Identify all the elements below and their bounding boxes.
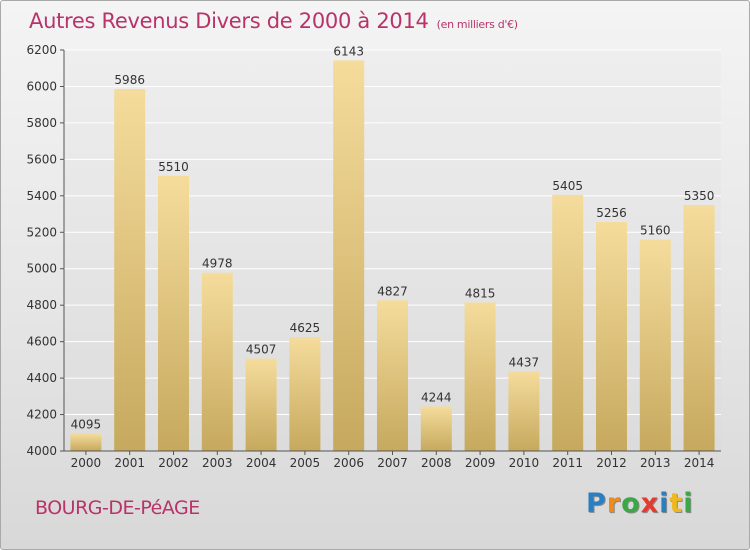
x-tick-label: 2012 [596,456,627,470]
bar [333,60,365,451]
bar-value-label: 4507 [246,343,277,357]
bar [70,433,102,451]
x-tick-label: 2011 [552,456,583,470]
bar [683,204,715,451]
x-tick-label: 2001 [114,456,145,470]
y-tick-label: 6200 [26,43,57,57]
y-tick-label: 4000 [26,444,57,458]
logo-letter: P [586,488,607,519]
logo-letter: i [659,488,670,519]
bar [158,175,189,451]
bar-value-label: 4978 [202,257,233,271]
bar-value-label: 5350 [684,189,715,203]
logo-letter: o [621,488,641,519]
chart-title: Autres Revenus Divers de 2000 à 2014 (en … [29,9,518,33]
y-tick-label: 4200 [26,408,57,422]
y-tick-label: 5200 [26,225,57,239]
x-tick-label: 2003 [202,456,233,470]
logo-letter: x [640,488,660,519]
proxiti-logo: Proxiti [586,488,694,522]
x-tick-label: 2004 [246,456,277,470]
bar-value-label: 5986 [114,73,145,87]
bar-value-label: 5405 [552,179,583,193]
x-tick-label: 2005 [290,456,321,470]
x-tick-label: 2013 [640,456,671,470]
bar [420,406,452,451]
bar [552,194,584,452]
bar-value-label: 5256 [596,206,627,220]
y-tick-label: 5800 [26,116,57,130]
y-tick-label: 5600 [26,152,57,166]
bar [201,272,233,451]
bar [114,89,146,452]
logo-letter: t [669,488,684,519]
logo-letter: i [683,488,694,519]
bar [596,222,627,451]
bar-value-label: 4244 [421,391,452,405]
location-label: BOURG-DE-PéAGE [35,497,200,519]
y-tick-label: 4600 [26,335,57,349]
y-tick-label: 5000 [26,262,57,276]
x-tick-label: 2007 [377,456,408,470]
bar-value-label: 5510 [158,160,189,174]
logo-letter: r [606,488,622,519]
bar-value-label: 4625 [290,321,321,335]
chart-unit-note: (en milliers d'€) [436,18,518,31]
bar [464,302,496,451]
bar-value-label: 4827 [377,284,408,298]
x-tick-label: 2000 [71,456,102,470]
x-tick-label: 2006 [333,456,364,470]
bar-value-label: 4437 [509,355,540,369]
y-tick-label: 6000 [26,79,57,93]
x-tick-label: 2008 [421,456,452,470]
x-tick-label: 2010 [509,456,540,470]
y-tick-label: 5400 [26,189,57,203]
bar-value-label: 4815 [465,286,496,300]
x-tick-label: 2014 [684,456,715,470]
y-tick-label: 4800 [26,298,57,312]
x-tick-label: 2009 [465,456,496,470]
bar [508,371,540,451]
bar-value-label: 4095 [71,418,102,432]
bar-value-label: 5160 [640,224,671,238]
bar [639,239,671,451]
bar [289,337,321,451]
bar [377,300,408,451]
bar-value-label: 6143 [333,44,364,58]
y-tick-label: 4400 [26,371,57,385]
bar [245,358,277,451]
x-tick-label: 2002 [158,456,189,470]
chart-title-text: Autres Revenus Divers de 2000 à 2014 [29,9,429,33]
